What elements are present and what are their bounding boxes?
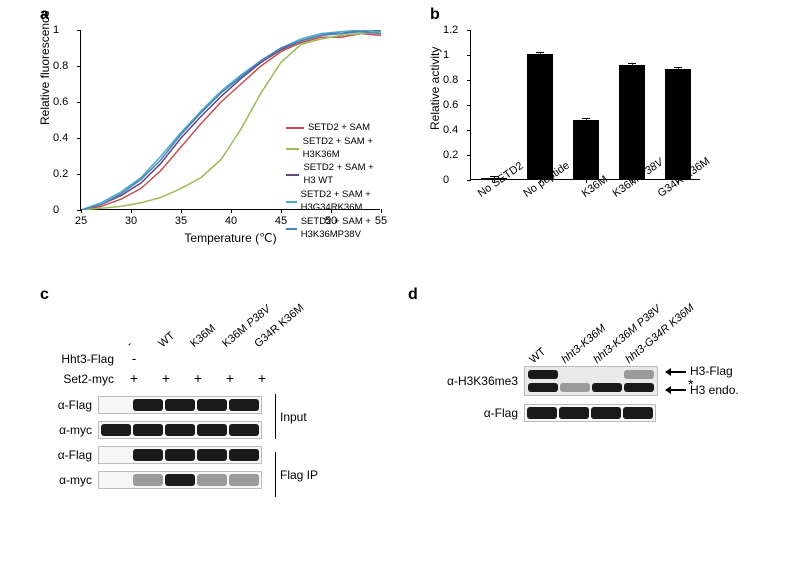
panel-a-xlabel: Temperature (℃) bbox=[184, 231, 276, 245]
legend-item: SETD2 + SAM + H3K36M bbox=[286, 136, 380, 162]
panel-b-ylabel: Relative activity bbox=[428, 47, 442, 130]
blot-row: α-Flag bbox=[40, 444, 400, 466]
bar bbox=[665, 69, 690, 179]
legend-item: SETD2 + SAM + H3 WT bbox=[286, 162, 380, 188]
panel-a-chart: Temperature (℃) SETD2 + SAMSETD2 + SAM +… bbox=[80, 30, 380, 210]
set2-marks: +++++ bbox=[118, 370, 278, 388]
hht3-marks: - bbox=[118, 350, 278, 368]
panel-d-col-headers: WThht3-K36Mhht3-K36M P38Vhht3-G34R K36M bbox=[545, 290, 780, 366]
panel-d: WThht3-K36Mhht3-K36M P38Vhht3-G34R K36M … bbox=[430, 290, 780, 570]
bar bbox=[573, 120, 598, 179]
bar bbox=[527, 54, 552, 179]
bar bbox=[619, 65, 644, 179]
legend-item: SETD2 + SAM + H3G34RK36M bbox=[286, 189, 380, 215]
panel-c-blots: α-Flagα-mycInputα-Flagα-mycFlag IP bbox=[40, 394, 400, 491]
panel-d-label: d bbox=[408, 286, 418, 304]
legend-item: SETD2 + SAM bbox=[286, 122, 380, 135]
panel-d-blots: α-H3K36me3H3-Flag*H3 endo.α-Flag bbox=[430, 366, 780, 424]
panel-b: Relative activity 00.20.40.60.811.2No SE… bbox=[430, 10, 770, 260]
panel-a-ylabel: Relative fluorescence bbox=[38, 10, 52, 125]
set2-label: Set2-myc bbox=[40, 372, 118, 386]
panel-a: Relative fluorescence Temperature (℃) SE… bbox=[40, 10, 400, 240]
blot-row: α-myc bbox=[40, 469, 400, 491]
blot-row: α-Flag bbox=[40, 394, 400, 416]
panel-c: -WTK36MK36M P38VG34R K36M Hht3-Flag - Se… bbox=[40, 290, 400, 570]
hht3-label: Hht3-Flag bbox=[40, 352, 118, 366]
blot-row: α-myc bbox=[40, 419, 400, 441]
panel-b-chart: 00.20.40.60.811.2No SETD2No peptideK36MK… bbox=[470, 30, 700, 180]
panel-c-col-headers: -WTK36MK36M P38VG34R K36M bbox=[180, 290, 400, 350]
